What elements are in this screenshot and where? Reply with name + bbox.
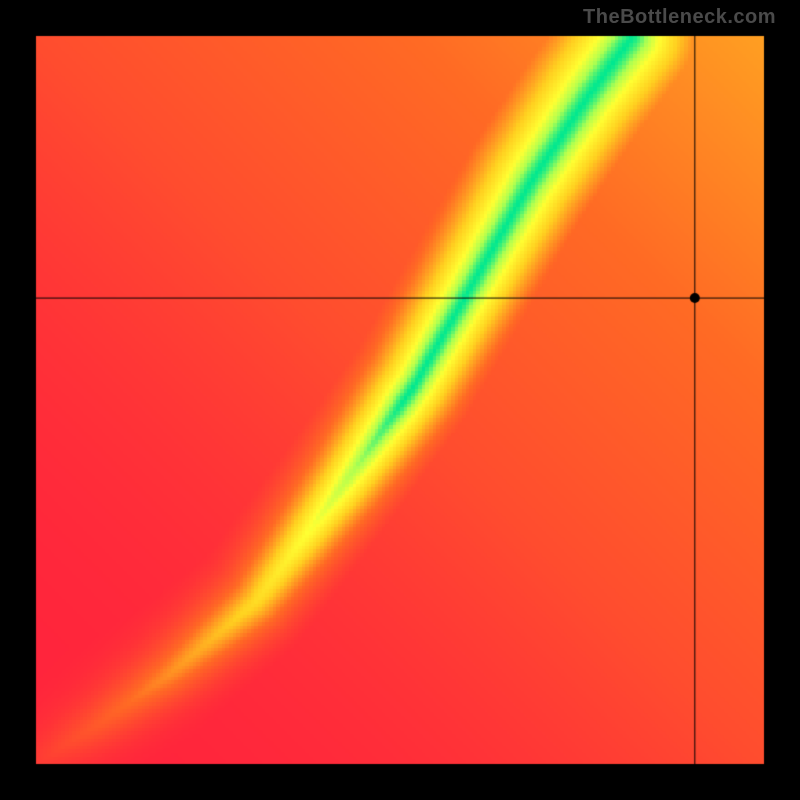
bottleneck-heatmap xyxy=(0,0,800,800)
attribution-watermark: TheBottleneck.com xyxy=(583,6,776,29)
chart-root: { "attribution": { "text": "TheBottlenec… xyxy=(0,0,800,800)
